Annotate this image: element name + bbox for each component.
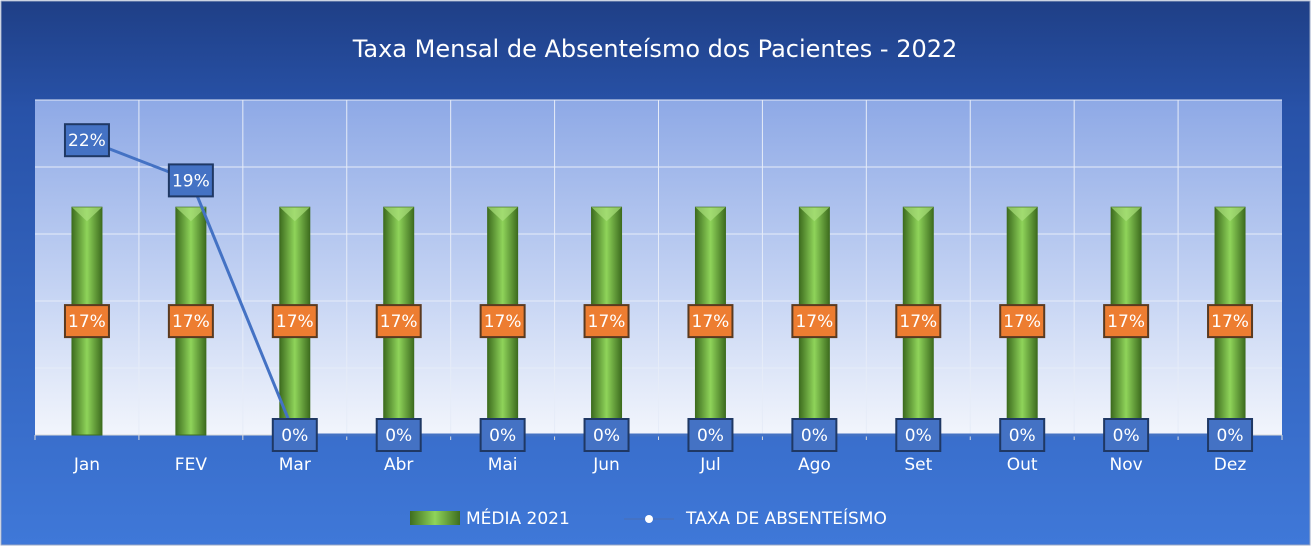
data-label-box [583, 304, 630, 339]
data-label-box [1207, 304, 1254, 339]
data-label-box [271, 304, 318, 339]
data-label-box [63, 123, 110, 158]
data-label-box [687, 304, 734, 339]
data-label-box [895, 304, 942, 339]
x-tick-label: Mai [488, 455, 518, 475]
bar-bevel [1111, 207, 1142, 222]
legend: MÉDIA 2021 TAXA DE ABSENTEÍSMO [410, 507, 887, 529]
data-label: 17% [380, 312, 418, 332]
data-label: 17% [1107, 312, 1145, 332]
data-label-box [583, 418, 630, 452]
data-label: 0% [593, 426, 620, 446]
data-label-box [999, 304, 1046, 339]
x-tick-label: Jan [73, 455, 100, 475]
data-label: 17% [899, 312, 937, 332]
data-label: 0% [1009, 426, 1036, 446]
x-tick-label: Out [1007, 455, 1038, 475]
data-label: 0% [697, 426, 724, 446]
data-label: 19% [172, 171, 210, 191]
x-tick-label: Dez [1214, 455, 1247, 475]
data-label: 0% [385, 426, 412, 446]
data-label-box [167, 304, 214, 339]
x-tick-label: Ago [798, 455, 831, 475]
bar-bevel [71, 207, 102, 222]
bar-bevel [175, 207, 206, 222]
x-tick-label: Mar [279, 455, 311, 475]
bar-bevel [799, 207, 830, 222]
bar-bevel [903, 207, 934, 222]
data-label: 0% [489, 426, 516, 446]
chart-title: Taxa Mensal de Absenteísmo dos Pacientes… [352, 35, 958, 63]
bar-bevel [1215, 207, 1246, 222]
data-label: 17% [276, 312, 314, 332]
data-label-box [791, 304, 838, 339]
legend-swatch [410, 511, 460, 525]
data-label-box [375, 418, 422, 452]
data-label-box [271, 418, 318, 452]
x-tick-label: Jun [592, 455, 620, 475]
data-label-box [687, 418, 734, 452]
data-label: 0% [281, 426, 308, 446]
bar-bevel [695, 207, 726, 222]
data-label-box [999, 418, 1046, 452]
data-label: 17% [68, 312, 106, 332]
data-label-box [63, 304, 110, 339]
data-label: 0% [1113, 426, 1140, 446]
data-label-box [1103, 418, 1150, 452]
data-label-box [1207, 418, 1254, 452]
bar-bevel [487, 207, 518, 222]
data-label: 17% [588, 312, 626, 332]
data-label: 17% [1003, 312, 1041, 332]
data-label: 22% [68, 131, 106, 151]
x-tick-label: Set [904, 455, 932, 475]
bar-bevel [279, 207, 310, 222]
bar-bevel [1007, 207, 1038, 222]
x-tick-label: Nov [1110, 455, 1143, 475]
x-tick-label: FEV [175, 455, 208, 475]
data-label: 17% [692, 312, 730, 332]
data-label-box [1103, 304, 1150, 339]
data-label-box [479, 418, 526, 452]
data-label-box [895, 418, 942, 452]
data-label-box [167, 163, 214, 198]
data-label-box [791, 418, 838, 452]
x-tick-label: Jul [699, 455, 721, 475]
data-label: 17% [795, 312, 833, 332]
data-label: 0% [801, 426, 828, 446]
data-label: 0% [905, 426, 932, 446]
data-label-box [375, 304, 422, 339]
data-label-box [479, 304, 526, 339]
legend-swatch [645, 515, 653, 523]
bar-bevel [591, 207, 622, 222]
legend-label: MÉDIA 2021 [466, 507, 570, 529]
data-label: 17% [1211, 312, 1249, 332]
data-label: 0% [1217, 426, 1244, 446]
data-label: 17% [484, 312, 522, 332]
x-tick-label: Abr [384, 455, 413, 475]
bar-bevel [383, 207, 414, 222]
legend-label: TAXA DE ABSENTEÍSMO [685, 507, 887, 529]
data-label: 17% [172, 312, 210, 332]
